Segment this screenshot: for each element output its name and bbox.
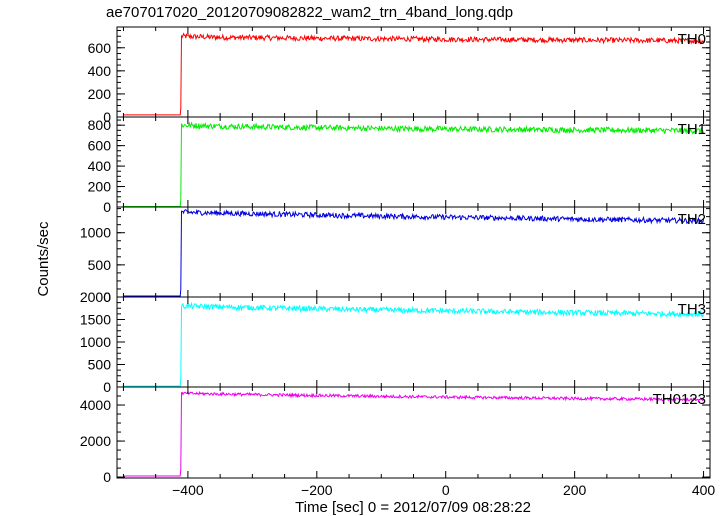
y-tick-label: 0	[103, 379, 111, 395]
y-tick-label: 4000	[80, 397, 111, 413]
y-tick-label: 800	[88, 117, 112, 133]
y-tick-label: 1000	[80, 225, 111, 241]
y-axis-label: Counts/sec	[35, 221, 52, 297]
series-line-th0123	[123, 390, 705, 477]
y-tick-label: 0	[103, 289, 111, 305]
y-tick-label: 500	[88, 357, 112, 373]
series-label-th2: TH2	[678, 211, 706, 228]
series-line-th3	[123, 301, 705, 387]
series-label-th1: TH1	[678, 121, 706, 138]
x-tick-label: −200	[301, 482, 333, 498]
y-tick-label: 1500	[80, 312, 111, 328]
x-axis-label: Time [sec] 0 = 2012/07/09 08:28:22	[295, 499, 531, 516]
panel-frame	[116, 26, 711, 118]
panel-th0123: 0 2000 4000 TH0123	[80, 386, 711, 485]
y-tick-label: 0	[103, 469, 111, 485]
series-line-th1	[123, 121, 705, 207]
x-tick-label: 400	[692, 482, 716, 498]
panel-th0: 0 200 400 600 TH0	[88, 26, 711, 125]
y-tick-label: 0	[103, 199, 111, 215]
y-tick-label: 1000	[80, 334, 111, 350]
panel-th1: 0 200 400 600 800 TH1	[88, 116, 711, 215]
y-tick-label: 2000	[80, 289, 111, 305]
x-tick-label: 0	[442, 482, 450, 498]
x-axis: −400 −200 0 200 400	[172, 482, 715, 498]
series-line-th0	[123, 32, 705, 116]
panels-group: 0 200 400 600 TH0 0 200 400 600 800 TH1 0 500 1000 TH2…	[80, 26, 711, 485]
y-tick-label: 0	[103, 109, 111, 125]
series-label-th0123: TH0123	[653, 391, 706, 408]
panel-th2: 0 500 1000 TH2	[80, 206, 711, 305]
y-tick-label: 2000	[80, 433, 111, 449]
x-tick-label: 200	[563, 482, 587, 498]
y-tick-label: 600	[88, 138, 112, 154]
x-tick-label: −400	[172, 482, 204, 498]
y-tick-label: 400	[88, 158, 112, 174]
panel-th3: 0 500 1000 1500 2000 TH3	[80, 289, 711, 395]
y-tick-label: 400	[88, 63, 112, 79]
series-line-th2	[123, 208, 705, 297]
y-tick-label: 500	[88, 257, 112, 273]
y-tick-label: 200	[88, 86, 112, 102]
series-label-th3: TH3	[678, 301, 706, 318]
chart-title: ae707017020_20120709082822_wam2_trn_4ban…	[106, 4, 513, 21]
y-tick-label: 200	[88, 179, 112, 195]
series-label-th0: TH0	[678, 31, 706, 48]
y-tick-label: 600	[88, 40, 112, 56]
